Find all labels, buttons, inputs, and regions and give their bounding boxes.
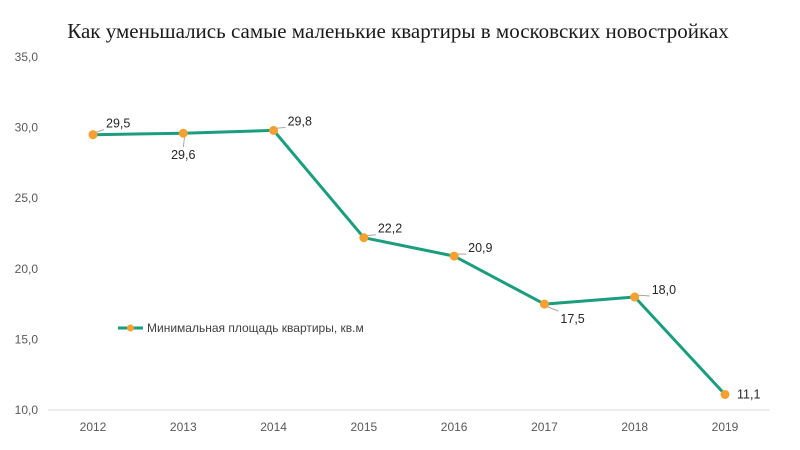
data-labels: 29,5 29,6 29,8 22,2 20,9 17,5 18,0 11,1: [106, 114, 760, 401]
data-label: 29,5: [106, 117, 130, 131]
data-label: 20,9: [468, 241, 492, 255]
x-tick-label: 2017: [531, 420, 558, 434]
data-point: [88, 130, 98, 140]
legend-series-label: Минимальная площадь квартиры, кв.м: [147, 321, 364, 335]
legend-marker-swatch: [127, 324, 134, 332]
data-label: 22,2: [378, 222, 402, 236]
y-tick-label: 20,0: [15, 262, 39, 276]
y-tick-label: 15,0: [15, 332, 39, 346]
data-point: [269, 125, 279, 135]
x-tick-label: 2018: [621, 420, 648, 434]
y-tick-label: 25,0: [15, 191, 39, 205]
x-tick-label: 2013: [170, 420, 197, 434]
data-points: [88, 125, 730, 399]
x-tick-label: 2015: [351, 420, 378, 434]
series-line: [91, 128, 727, 396]
data-label: 29,8: [288, 114, 312, 128]
x-tick-label: 2019: [712, 420, 739, 434]
y-tick-label: 30,0: [15, 121, 39, 135]
x-tick-label: 2014: [260, 420, 287, 434]
data-label: 18,0: [652, 283, 676, 297]
x-tick-label: 2016: [441, 420, 468, 434]
y-tick-label: 35,0: [15, 50, 39, 64]
data-label: 11,1: [737, 387, 760, 401]
data-point: [539, 299, 549, 309]
legend: Минимальная площадь квартиры, кв.м: [118, 321, 364, 335]
data-label: 17,5: [560, 312, 584, 326]
data-point: [449, 251, 459, 261]
chart-title: Как уменьшались самые маленькие квартиры…: [67, 19, 729, 43]
data-point: [359, 233, 369, 243]
x-axis-ticks: 2012 2013 2014 2015 2016 2017 2018 2019: [80, 420, 739, 434]
data-point: [720, 389, 730, 399]
data-label-leader: [545, 305, 559, 312]
x-tick-label: 2012: [80, 420, 107, 434]
data-label: 29,6: [171, 148, 195, 162]
y-axis-ticks: 10,0 15,0 20,0 25,0 30,0 35,0: [15, 50, 39, 417]
data-point: [178, 128, 188, 138]
data-point: [630, 292, 640, 302]
y-tick-label: 10,0: [15, 403, 39, 417]
